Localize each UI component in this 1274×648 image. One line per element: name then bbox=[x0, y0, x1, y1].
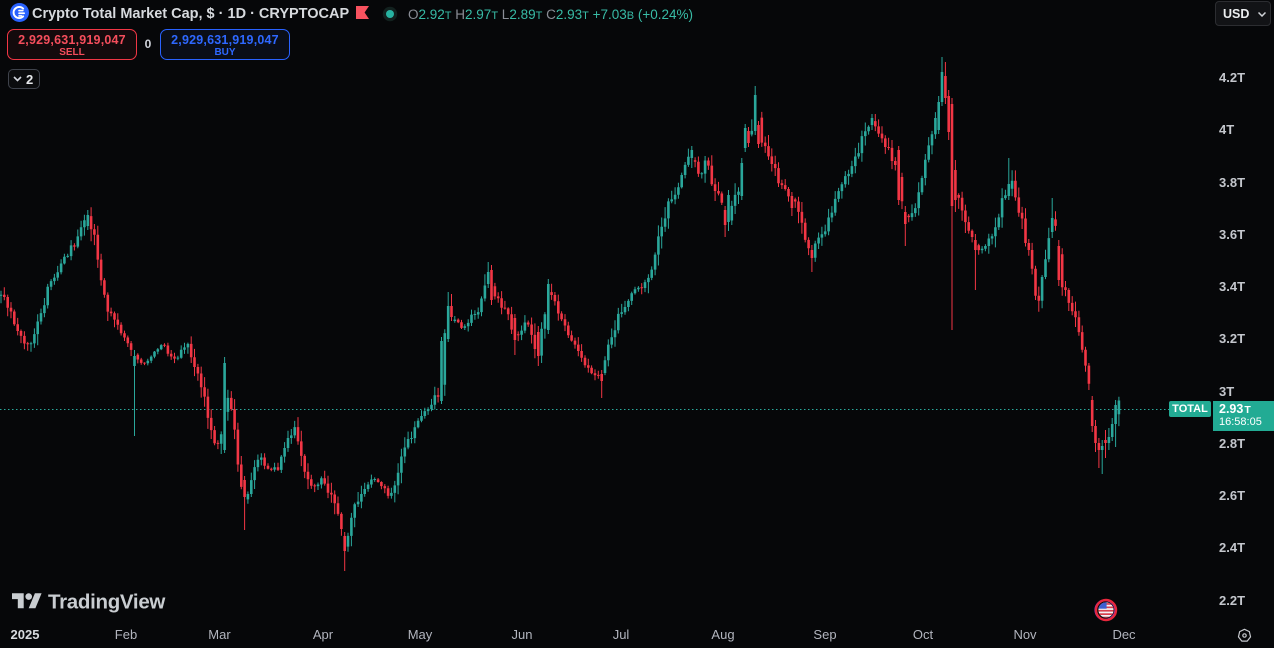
svg-text:TradingView: TradingView bbox=[48, 591, 165, 614]
